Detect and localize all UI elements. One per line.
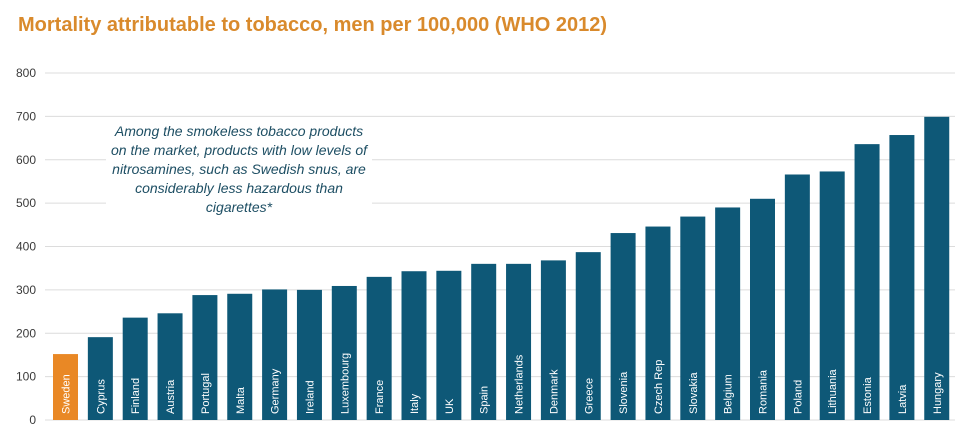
x-tick-label: Germany [270, 368, 282, 414]
bar-czech-rep [645, 226, 671, 420]
bar-slovakia [680, 216, 706, 420]
bars [53, 116, 950, 420]
x-tick-label: France [374, 380, 386, 414]
bar-portugal [192, 295, 218, 420]
bar-denmark [540, 260, 566, 420]
x-tick-label: Austria [165, 379, 177, 414]
y-tick-label: 0 [29, 413, 36, 427]
bar-slovenia [610, 233, 636, 420]
bar-netherlands [506, 263, 532, 420]
x-tick-label: Lithuania [827, 368, 839, 414]
x-tick-label: Slovakia [688, 372, 700, 414]
x-tick-label: Sweden [61, 374, 73, 414]
bar-austria [157, 313, 183, 420]
bar-spain [471, 263, 497, 420]
x-tick-label: Portugal [200, 373, 212, 414]
bar-latvia [889, 135, 915, 420]
x-tick-label: Netherlands [514, 354, 526, 414]
bar-estonia [854, 144, 880, 420]
x-tick-label: Greece [583, 378, 595, 414]
bar-uk [436, 270, 462, 420]
bar-france [366, 276, 392, 420]
x-tick-label: Belgium [723, 374, 735, 414]
bar-hungary [924, 116, 950, 420]
x-tick-label: Hungary [932, 372, 944, 414]
x-tick-label: Finland [130, 378, 142, 414]
bar-romania [750, 198, 775, 420]
bar-malta [227, 293, 253, 420]
bar-luxembourg [331, 285, 357, 420]
x-tick-label: Romania [758, 369, 770, 414]
y-tick-label: 300 [16, 283, 36, 297]
bar-ireland [296, 289, 322, 420]
chart-title: Mortality attributable to tobacco, men p… [18, 14, 608, 36]
x-tick-label: Czech Rep [653, 360, 665, 414]
bar-poland [784, 174, 810, 420]
bar-italy [401, 271, 427, 420]
x-axis-labels: Sweden Cyprus Finland Austria Portugal Malta G… [61, 353, 944, 414]
bar-germany [262, 289, 288, 420]
x-tick-label: Latvia [897, 384, 909, 414]
bar-greece [575, 252, 601, 420]
y-axis-ticks: 0 100 200 300 400 500 600 700 800 [16, 66, 36, 427]
x-tick-label: Poland [792, 380, 804, 414]
y-tick-label: 500 [16, 196, 36, 210]
x-tick-label: Denmark [548, 369, 560, 414]
bar-belgium [715, 207, 741, 420]
annotation-text: Among the smokeless tobacco products on … [106, 120, 372, 219]
bar-cyprus [87, 337, 113, 420]
x-tick-label: Italy [409, 393, 421, 414]
bar-sweden [53, 354, 78, 420]
y-tick-label: 800 [16, 66, 36, 80]
y-tick-label: 400 [16, 240, 36, 254]
bar-lithuania [819, 171, 845, 420]
bar-finland [122, 317, 148, 420]
x-tick-label: Estonia [862, 376, 874, 414]
x-tick-label: Luxembourg [339, 353, 351, 414]
y-tick-label: 700 [16, 109, 36, 123]
y-tick-label: 200 [16, 326, 36, 340]
y-tick-label: 600 [16, 153, 36, 167]
x-tick-label: Slovenia [618, 371, 630, 414]
x-tick-label: Spain [479, 386, 491, 414]
x-tick-label: Ireland [304, 380, 316, 414]
x-tick-label: UK [444, 398, 456, 414]
y-tick-label: 100 [16, 370, 36, 384]
x-tick-label: Malta [235, 386, 247, 414]
x-tick-label: Cyprus [95, 379, 107, 414]
